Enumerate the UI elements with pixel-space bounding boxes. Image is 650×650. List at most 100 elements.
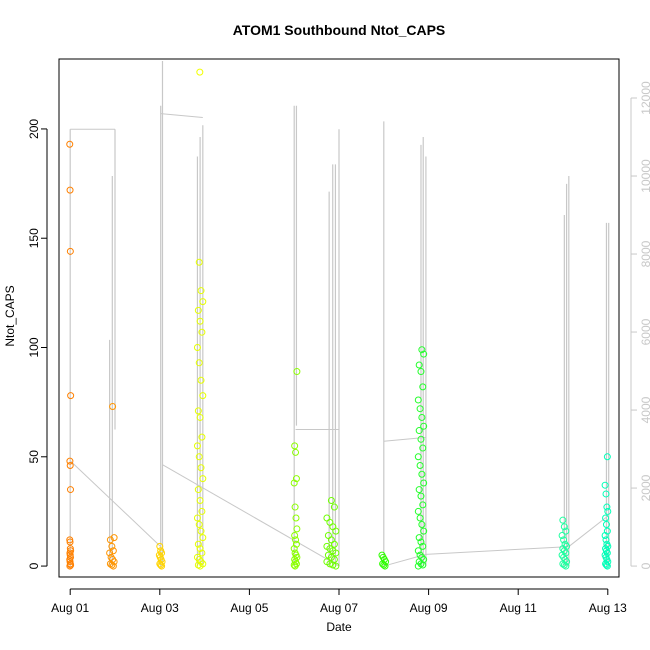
data-point <box>602 561 610 569</box>
data-point <box>193 442 201 450</box>
y-axis-label: Ntot_CAPS <box>3 285 17 346</box>
data-point <box>198 433 206 441</box>
data-point <box>199 392 207 400</box>
data-point <box>602 536 610 544</box>
data-point <box>157 561 165 569</box>
data-point <box>332 562 340 570</box>
data-point <box>109 403 117 411</box>
data-point <box>381 562 389 570</box>
data-point <box>414 547 422 555</box>
plot-frame <box>58 58 620 578</box>
y-tick-label: 200 <box>27 119 41 139</box>
data-point <box>108 561 116 569</box>
data-point <box>158 562 166 570</box>
data-point <box>560 536 568 544</box>
data-point <box>66 457 74 465</box>
data-point <box>604 507 612 515</box>
data-point <box>199 534 207 542</box>
secondary-connector-8 <box>568 514 610 547</box>
x-axis-label: Date <box>326 620 352 634</box>
data-point <box>418 346 426 354</box>
secondary-series-layer <box>69 60 610 567</box>
data-point <box>292 536 300 544</box>
data-point <box>197 527 205 535</box>
data-point <box>197 464 205 472</box>
data-point <box>418 413 426 421</box>
data-point <box>195 359 203 367</box>
y-tick-label: 100 <box>27 337 41 357</box>
data-point <box>67 392 75 400</box>
data-point <box>291 531 299 539</box>
data-point <box>603 562 611 570</box>
data-point <box>293 525 301 533</box>
data-point <box>196 413 204 421</box>
secondary-connector-7 <box>425 546 569 555</box>
data-point <box>110 534 118 542</box>
data-point <box>330 503 338 511</box>
data-point <box>326 560 334 568</box>
y2-tick-label: 2000 <box>639 474 650 501</box>
data-point <box>416 551 424 559</box>
data-point <box>414 396 422 404</box>
axes-layer: Aug 01 Aug 03 Aug 05 Aug 07 Aug 09 Aug 11 Aug … <box>27 81 650 615</box>
secondary-connector-3 <box>162 464 340 567</box>
data-point <box>416 405 424 413</box>
data-point <box>197 376 205 384</box>
data-point <box>106 536 114 544</box>
data-point <box>604 542 612 550</box>
data-point <box>196 497 204 505</box>
data-point <box>66 247 74 255</box>
data-point <box>156 560 164 568</box>
data-point <box>332 549 340 557</box>
data-point <box>418 521 426 529</box>
data-point <box>380 561 388 569</box>
data-point <box>414 453 422 461</box>
data-point <box>67 561 75 569</box>
data-point <box>66 562 74 570</box>
y2-tick-label: 0 <box>639 562 650 569</box>
data-point <box>603 453 611 461</box>
y2-tick-label: 4000 <box>639 396 650 423</box>
data-point <box>66 186 74 194</box>
data-point <box>415 361 423 369</box>
data-point <box>109 547 117 555</box>
data-point <box>198 507 206 515</box>
data-point <box>198 549 206 557</box>
data-point <box>66 140 74 148</box>
secondary-connector-1 <box>69 460 162 547</box>
data-point <box>559 516 567 524</box>
data-point <box>290 479 298 487</box>
data-point <box>603 549 611 557</box>
data-point <box>418 470 426 478</box>
data-point <box>417 435 425 443</box>
data-point <box>291 503 299 511</box>
data-point <box>415 427 423 435</box>
data-point <box>419 542 427 550</box>
data-point <box>419 501 427 509</box>
data-point <box>560 561 568 569</box>
data-point <box>194 407 202 415</box>
data-point <box>199 475 207 483</box>
data-point <box>327 497 335 505</box>
data-point <box>416 514 424 522</box>
x-tick-label: Aug 09 <box>410 601 448 615</box>
x-tick-label: Aug 11 <box>500 601 537 615</box>
y-tick-label: 150 <box>27 228 41 248</box>
data-point <box>416 462 424 470</box>
data-point <box>293 368 301 376</box>
data-point <box>419 561 427 569</box>
data-point <box>292 514 300 522</box>
data-point <box>602 514 610 522</box>
data-point <box>562 562 570 570</box>
data-point <box>417 492 425 500</box>
data-point <box>196 317 204 325</box>
data-point <box>417 368 425 376</box>
data-point <box>66 486 74 494</box>
x-tick-label: Aug 03 <box>141 601 179 615</box>
data-point <box>291 442 299 450</box>
data-point <box>420 479 428 487</box>
data-point <box>602 521 610 529</box>
data-point <box>198 328 206 336</box>
data-point <box>419 444 427 452</box>
